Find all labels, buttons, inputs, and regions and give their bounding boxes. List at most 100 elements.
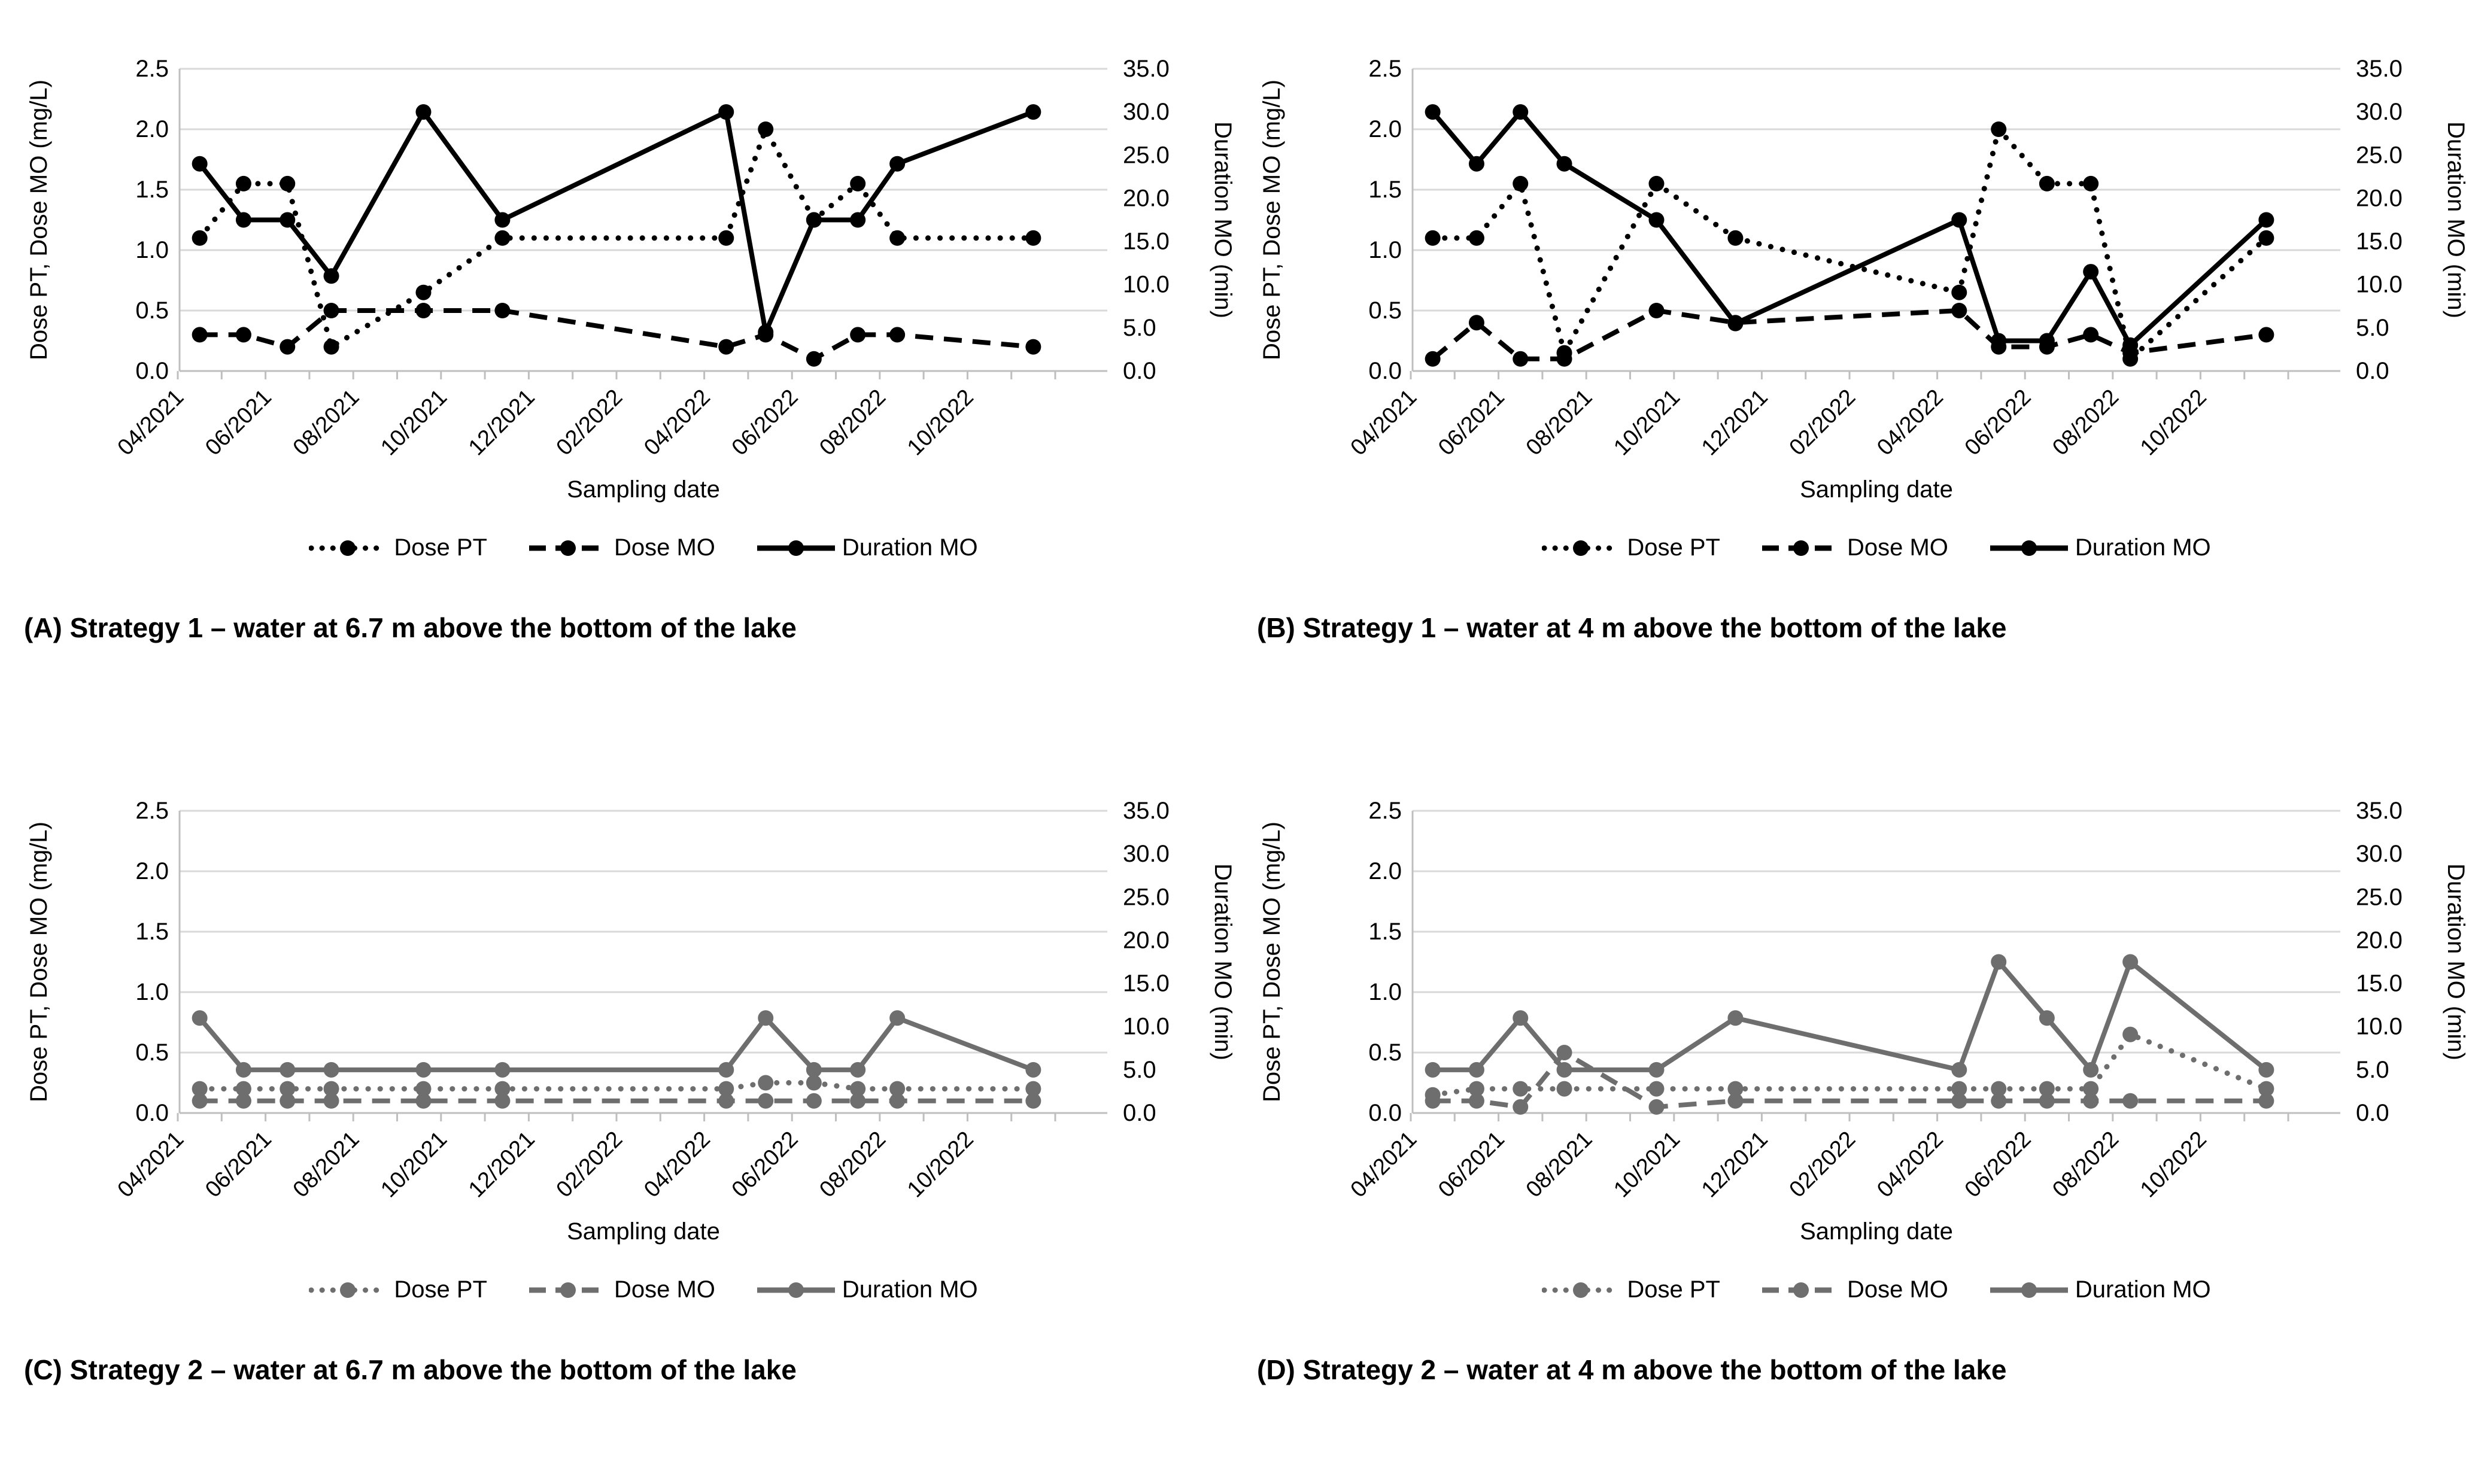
series-dose-mo — [1425, 1045, 2274, 1115]
legend-label: Dose PT — [1627, 534, 1720, 561]
svg-text:2.5: 2.5 — [1368, 798, 1402, 824]
legend-item-dose-pt: Dose PT — [309, 534, 487, 561]
svg-text:1.0: 1.0 — [1368, 237, 1402, 263]
svg-text:1.5: 1.5 — [1368, 919, 1402, 945]
x-tick-labels: 04/2021 06/2021 08/2021 10/2021 12/2021 02/20… — [1346, 385, 2212, 461]
svg-text:10/2021: 10/2021 — [376, 385, 452, 461]
svg-text:06/2021: 06/2021 — [1434, 1127, 1510, 1203]
legend-label: Dose MO — [1847, 534, 1948, 561]
svg-text:20.0: 20.0 — [1123, 927, 1170, 953]
legend-label: Dose MO — [614, 1276, 715, 1303]
legend-item-dose-pt: Dose PT — [1542, 1276, 1720, 1303]
svg-text:08/2021: 08/2021 — [288, 385, 365, 461]
dotted-line-icon — [309, 540, 387, 556]
svg-text:12/2021: 12/2021 — [1697, 1127, 1773, 1203]
svg-text:35.0: 35.0 — [2356, 798, 2403, 824]
series-dose-pt — [1425, 1026, 2274, 1103]
svg-text:5.0: 5.0 — [2356, 1057, 2389, 1083]
series-duration-mo — [1425, 954, 2274, 1078]
svg-text:04/2022: 04/2022 — [639, 385, 715, 461]
svg-text:25.0: 25.0 — [1123, 884, 1170, 910]
y-axis-right-title: Duration MO (min) — [1210, 863, 1233, 1060]
x-axis-title: Sampling date — [567, 476, 720, 503]
legend-item-duration-mo: Duration MO — [757, 534, 978, 561]
svg-text:5.0: 5.0 — [1123, 315, 1156, 341]
y-axis-left-ticks: 0.0 0.5 1.0 1.5 2.0 2.5 — [135, 798, 169, 1126]
panel-d-chart: 04/2021 06/2021 08/2021 10/2021 12/2021 02/20… — [1259, 798, 2466, 1203]
x-axis-title: Sampling date — [567, 1218, 720, 1245]
solid-line-icon — [757, 540, 835, 556]
solid-line-icon — [1990, 1282, 2068, 1298]
x-axis-title: Sampling date — [1800, 1218, 1953, 1245]
svg-text:1.0: 1.0 — [135, 237, 169, 263]
svg-text:1.5: 1.5 — [1368, 177, 1402, 203]
svg-text:0.0: 0.0 — [135, 1100, 169, 1126]
x-axis-title: Sampling date — [1800, 476, 1953, 503]
x-axis — [177, 69, 1107, 379]
legend-item-duration-mo: Duration MO — [1990, 1276, 2211, 1303]
legend: Dose PT Dose MO Duration MO — [1413, 534, 2340, 561]
svg-text:08/2021: 08/2021 — [1521, 385, 1598, 461]
svg-text:20.0: 20.0 — [1123, 185, 1170, 211]
svg-text:06/2022: 06/2022 — [1960, 1127, 2036, 1203]
series-dose-mo — [192, 303, 1041, 367]
legend: Dose PT Dose MO Duration MO — [180, 534, 1107, 561]
svg-text:04/2021: 04/2021 — [113, 385, 189, 461]
svg-text:35.0: 35.0 — [1123, 798, 1170, 824]
panel-c: 04/2021 06/2021 08/2021 10/2021 12/2021 02/20… — [0, 742, 1233, 1484]
svg-text:35.0: 35.0 — [1123, 56, 1170, 82]
svg-text:0.0: 0.0 — [1123, 1100, 1156, 1126]
x-axis — [1410, 811, 2340, 1121]
svg-text:5.0: 5.0 — [2356, 315, 2389, 341]
svg-text:15.0: 15.0 — [2356, 971, 2403, 997]
legend-label: Duration MO — [842, 1276, 978, 1303]
svg-text:0.0: 0.0 — [1368, 1100, 1402, 1126]
legend-label: Dose PT — [394, 534, 487, 561]
svg-text:06/2022: 06/2022 — [727, 1127, 803, 1203]
svg-text:30.0: 30.0 — [2356, 841, 2403, 867]
series-duration-mo — [192, 1010, 1041, 1078]
svg-text:1.5: 1.5 — [135, 919, 169, 945]
y-axis-right-ticks: 0.0 5.0 10.0 15.0 20.0 25.0 30.0 35.0 — [1123, 798, 1170, 1126]
svg-text:2.0: 2.0 — [135, 858, 169, 884]
svg-text:20.0: 20.0 — [2356, 185, 2403, 211]
dashed-line-icon — [529, 1282, 607, 1298]
series-duration-mo — [192, 104, 1041, 340]
dashed-line-icon — [529, 540, 607, 556]
svg-text:10/2022: 10/2022 — [903, 1127, 979, 1203]
series-duration-mo — [1425, 104, 2274, 353]
svg-text:04/2022: 04/2022 — [1872, 385, 1948, 461]
svg-text:25.0: 25.0 — [1123, 142, 1170, 168]
svg-text:10/2022: 10/2022 — [2136, 1127, 2212, 1203]
y-axis-right-title: Duration MO (min) — [2443, 121, 2466, 318]
svg-text:08/2022: 08/2022 — [815, 385, 891, 461]
series-dose-mo — [192, 1093, 1041, 1109]
svg-text:30.0: 30.0 — [1123, 99, 1170, 125]
svg-text:5.0: 5.0 — [1123, 1057, 1156, 1083]
svg-text:02/2022: 02/2022 — [552, 1127, 628, 1203]
panel-d-caption: (D) Strategy 2 – water at 4 m above the … — [1257, 1354, 2007, 1385]
svg-text:08/2022: 08/2022 — [2048, 385, 2124, 461]
x-tick-labels: 04/2021 06/2021 08/2021 10/2021 12/2021 02/20… — [1346, 1127, 2212, 1203]
svg-text:06/2021: 06/2021 — [201, 1127, 277, 1203]
y-axis-left-title: Dose PT, Dose MO (mg/L) — [1259, 80, 1285, 360]
svg-text:10.0: 10.0 — [1123, 272, 1170, 298]
legend-label: Dose PT — [1627, 1276, 1720, 1303]
svg-text:25.0: 25.0 — [2356, 884, 2403, 910]
svg-text:04/2022: 04/2022 — [1872, 1127, 1948, 1203]
svg-text:08/2022: 08/2022 — [815, 1127, 891, 1203]
svg-text:04/2021: 04/2021 — [1346, 385, 1422, 461]
dashed-line-icon — [1762, 540, 1840, 556]
svg-text:1.0: 1.0 — [1368, 979, 1402, 1005]
svg-text:10.0: 10.0 — [2356, 272, 2403, 298]
svg-text:10/2021: 10/2021 — [1609, 385, 1685, 461]
svg-text:06/2021: 06/2021 — [201, 385, 277, 461]
svg-text:1.0: 1.0 — [135, 979, 169, 1005]
legend-label: Duration MO — [2075, 534, 2211, 561]
dashed-line-icon — [1762, 1282, 1840, 1298]
svg-text:15.0: 15.0 — [1123, 971, 1170, 997]
svg-text:04/2021: 04/2021 — [1346, 1127, 1422, 1203]
y-axis-right-ticks: 0.0 5.0 10.0 15.0 20.0 25.0 30.0 35.0 — [1123, 56, 1170, 384]
panel-c-caption: (C) Strategy 2 – water at 6.7 m above th… — [24, 1354, 797, 1385]
